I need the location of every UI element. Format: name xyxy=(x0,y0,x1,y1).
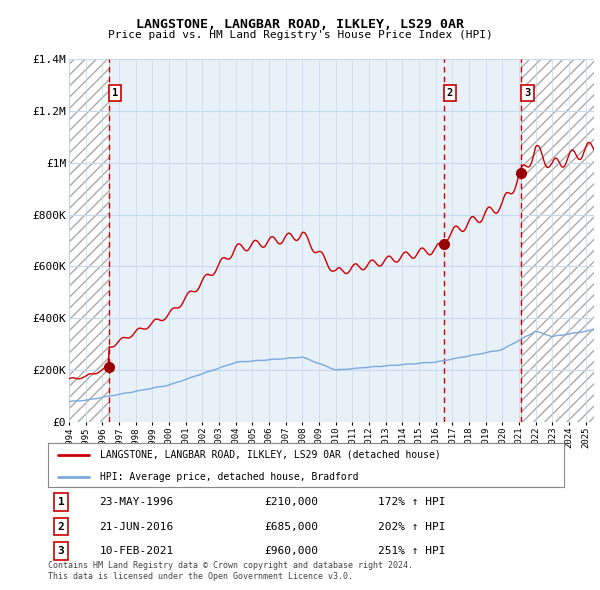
Bar xyxy=(521,59,594,422)
Text: 23-MAY-1996: 23-MAY-1996 xyxy=(100,497,174,507)
Text: 10-FEB-2021: 10-FEB-2021 xyxy=(100,546,174,556)
Text: £685,000: £685,000 xyxy=(265,522,319,532)
Text: LANGSTONE, LANGBAR ROAD, ILKLEY, LS29 0AR: LANGSTONE, LANGBAR ROAD, ILKLEY, LS29 0A… xyxy=(136,18,464,31)
Text: HPI: Average price, detached house, Bradford: HPI: Average price, detached house, Brad… xyxy=(100,472,358,482)
Text: 21-JUN-2016: 21-JUN-2016 xyxy=(100,522,174,532)
Text: 2: 2 xyxy=(447,88,453,98)
Text: 3: 3 xyxy=(524,88,530,98)
Text: Price paid vs. HM Land Registry's House Price Index (HPI): Price paid vs. HM Land Registry's House … xyxy=(107,30,493,40)
Text: 3: 3 xyxy=(58,546,64,556)
Text: 1: 1 xyxy=(112,88,118,98)
Text: 1: 1 xyxy=(58,497,64,507)
Text: 172% ↑ HPI: 172% ↑ HPI xyxy=(378,497,446,507)
Text: Contains HM Land Registry data © Crown copyright and database right 2024.: Contains HM Land Registry data © Crown c… xyxy=(48,560,413,569)
Bar xyxy=(69,59,109,422)
Text: This data is licensed under the Open Government Licence v3.0.: This data is licensed under the Open Gov… xyxy=(48,572,353,581)
Text: 251% ↑ HPI: 251% ↑ HPI xyxy=(378,546,446,556)
Text: 202% ↑ HPI: 202% ↑ HPI xyxy=(378,522,446,532)
Text: 2: 2 xyxy=(58,522,64,532)
Text: LANGSTONE, LANGBAR ROAD, ILKLEY, LS29 0AR (detached house): LANGSTONE, LANGBAR ROAD, ILKLEY, LS29 0A… xyxy=(100,450,440,460)
Text: £960,000: £960,000 xyxy=(265,546,319,556)
Text: £210,000: £210,000 xyxy=(265,497,319,507)
